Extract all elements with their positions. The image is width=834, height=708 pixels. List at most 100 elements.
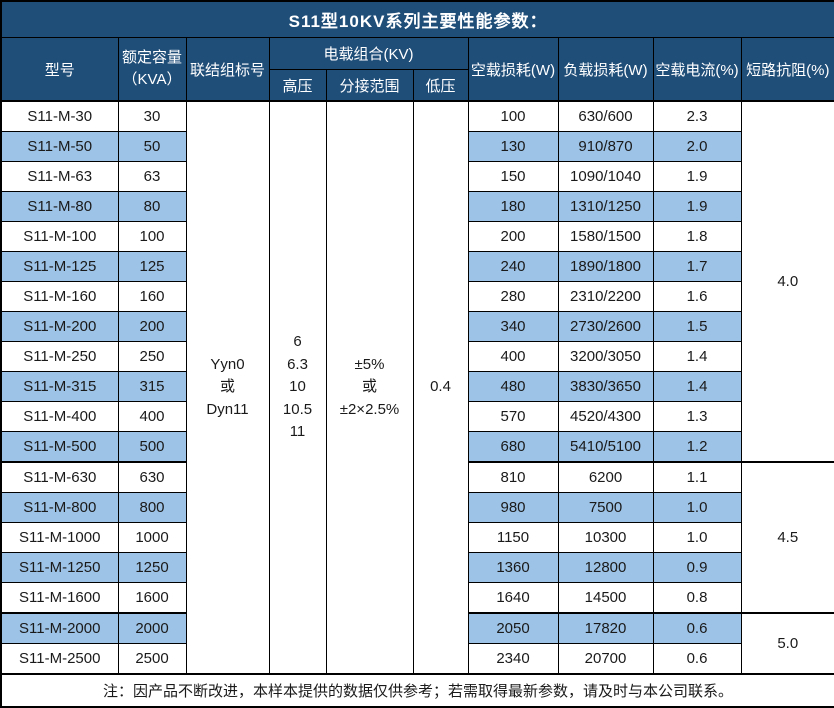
no-load-current-cell: 1.7 xyxy=(652,251,742,282)
no-load-current-cell: 2.0 xyxy=(652,131,742,162)
no-load-current-cell: 1.6 xyxy=(652,281,742,312)
col-header-lv: 低压 xyxy=(412,69,469,102)
col-header-capacity: 额定容量 （KVA） xyxy=(117,37,187,102)
no-load-current-cell: 1.2 xyxy=(652,431,742,463)
no-load-loss-cell: 100 xyxy=(467,100,559,132)
no-load-loss-cell: 180 xyxy=(467,191,559,222)
no-load-loss-cell: 2340 xyxy=(467,643,559,675)
no-load-current-cell: 1.1 xyxy=(652,461,742,493)
no-load-loss-cell: 130 xyxy=(467,131,559,162)
load-loss-cell: 910/870 xyxy=(557,131,654,162)
no-load-loss-cell: 1640 xyxy=(467,582,559,614)
capacity-cell: 80 xyxy=(117,191,187,222)
col-header-tap: 分接范围 xyxy=(325,69,414,102)
load-loss-cell: 17820 xyxy=(557,612,654,644)
no-load-loss-cell: 810 xyxy=(467,461,559,493)
capacity-cell: 1600 xyxy=(117,582,187,614)
col-header-no-load-current: 空载电流(%) xyxy=(652,37,742,102)
capacity-cell: 800 xyxy=(117,492,187,523)
model-cell: S11-M-800 xyxy=(0,492,119,523)
short-circuit-cell: 5.0 xyxy=(740,612,834,675)
no-load-current-cell: 1.4 xyxy=(652,341,742,372)
footnote: 注：因产品不断改进，本样本提供的数据仅供参考；若需取得最新参数，请及时与本公司联… xyxy=(0,673,834,708)
load-loss-cell: 5410/5100 xyxy=(557,431,654,463)
no-load-loss-cell: 480 xyxy=(467,371,559,402)
table-row: S11-M-630 630 810 6200 1.1 4.5 xyxy=(0,461,834,614)
model-cell: S11-M-63 xyxy=(0,161,119,192)
load-loss-cell: 12800 xyxy=(557,552,654,583)
no-load-loss-cell: 2050 xyxy=(467,612,559,644)
table-row: S11-M-400 400 570 4520/4300 1.3 xyxy=(0,401,834,432)
capacity-cell: 160 xyxy=(117,281,187,312)
title-row: S11型10KV系列主要性能参数： xyxy=(0,0,834,38)
no-load-loss-cell: 280 xyxy=(467,281,559,312)
model-cell: S11-M-50 xyxy=(0,131,119,162)
model-cell: S11-M-2000 xyxy=(0,612,119,644)
table-row: S11-M-1600 1600 1640 14500 0.8 xyxy=(0,582,834,614)
model-cell: S11-M-1250 xyxy=(0,552,119,583)
col-header-hv: 高压 xyxy=(268,69,327,102)
capacity-cell: 100 xyxy=(117,221,187,252)
no-load-current-cell: 1.4 xyxy=(652,371,742,402)
no-load-current-cell: 1.0 xyxy=(652,492,742,523)
no-load-current-cell: 0.6 xyxy=(652,612,742,644)
model-cell: S11-M-30 xyxy=(0,100,119,132)
table-row: S11-M-2000 2000 2050 17820 0.6 5.0 xyxy=(0,612,834,675)
load-loss-cell: 2730/2600 xyxy=(557,311,654,342)
capacity-cell: 400 xyxy=(117,401,187,432)
no-load-current-cell: 1.9 xyxy=(652,161,742,192)
load-loss-cell: 10300 xyxy=(557,522,654,553)
table-row: S11-M-63 63 150 1090/1040 1.9 xyxy=(0,161,834,192)
model-cell: S11-M-2500 xyxy=(0,643,119,675)
header-row-2: 高压 分接范围 低压 xyxy=(1,69,834,102)
note-row: 注：因产品不断改进，本样本提供的数据仅供参考；若需取得最新参数，请及时与本公司联… xyxy=(0,673,834,708)
page-title: S11型10KV系列主要性能参数： xyxy=(0,0,834,38)
no-load-current-cell: 2.3 xyxy=(652,100,742,132)
no-load-current-cell: 0.9 xyxy=(652,552,742,583)
no-load-current-cell: 1.5 xyxy=(652,311,742,342)
capacity-cell: 30 xyxy=(117,100,187,132)
table-row: S11-M-50 50 130 910/870 2.0 xyxy=(0,131,834,162)
table-row: S11-M-80 80 180 1310/1250 1.9 xyxy=(0,191,834,222)
no-load-loss-cell: 340 xyxy=(467,311,559,342)
no-load-loss-cell: 200 xyxy=(467,221,559,252)
lv-voltage-cell: 0.4 xyxy=(412,100,469,675)
no-load-loss-cell: 1360 xyxy=(467,552,559,583)
load-loss-cell: 3200/3050 xyxy=(557,341,654,372)
model-cell: S11-M-315 xyxy=(0,371,119,402)
table-row: S11-M-125 125 240 1890/1800 1.7 xyxy=(0,251,834,282)
no-load-current-cell: 1.0 xyxy=(652,522,742,553)
load-loss-cell: 3830/3650 xyxy=(557,371,654,402)
no-load-loss-cell: 400 xyxy=(467,341,559,372)
capacity-cell: 500 xyxy=(117,431,187,463)
capacity-cell: 250 xyxy=(117,341,187,372)
table-body: S11-M-30 30 Yyn0 或 Dyn11 6 6.3 10 10.5 11 ±5… xyxy=(0,100,834,675)
model-cell: S11-M-1600 xyxy=(0,582,119,614)
model-cell: S11-M-125 xyxy=(0,251,119,282)
capacity-cell: 200 xyxy=(117,311,187,342)
load-loss-cell: 1890/1800 xyxy=(557,251,654,282)
table-row: S11-M-315 315 480 3830/3650 1.4 xyxy=(0,371,834,402)
model-cell: S11-M-250 xyxy=(0,341,119,372)
col-header-no-load-loss: 空载损耗(W) xyxy=(467,37,559,102)
table-row: S11-M-1250 1250 1360 12800 0.9 xyxy=(0,552,834,583)
model-cell: S11-M-1000 xyxy=(0,522,119,553)
model-cell: S11-M-200 xyxy=(0,311,119,342)
no-load-loss-cell: 1150 xyxy=(467,522,559,553)
no-load-current-cell: 1.8 xyxy=(652,221,742,252)
col-header-model: 型号 xyxy=(0,37,119,102)
col-header-load-loss: 负载损耗(W) xyxy=(557,37,654,102)
col-header-short-circuit: 短路抗阻(%) xyxy=(740,37,834,102)
load-loss-cell: 14500 xyxy=(557,582,654,614)
table-footer: 注：因产品不断改进，本样本提供的数据仅供参考；若需取得最新参数，请及时与本公司联… xyxy=(0,673,834,708)
model-cell: S11-M-500 xyxy=(0,431,119,463)
model-cell: S11-M-160 xyxy=(0,281,119,312)
no-load-loss-cell: 680 xyxy=(467,431,559,463)
capacity-cell: 50 xyxy=(117,131,187,162)
table-row: S11-M-800 800 980 7500 1.0 xyxy=(0,492,834,523)
col-header-connection: 联结组标号 xyxy=(185,37,270,102)
model-cell: S11-M-100 xyxy=(0,221,119,252)
no-load-loss-cell: 570 xyxy=(467,401,559,432)
load-loss-cell: 1090/1040 xyxy=(557,161,654,192)
